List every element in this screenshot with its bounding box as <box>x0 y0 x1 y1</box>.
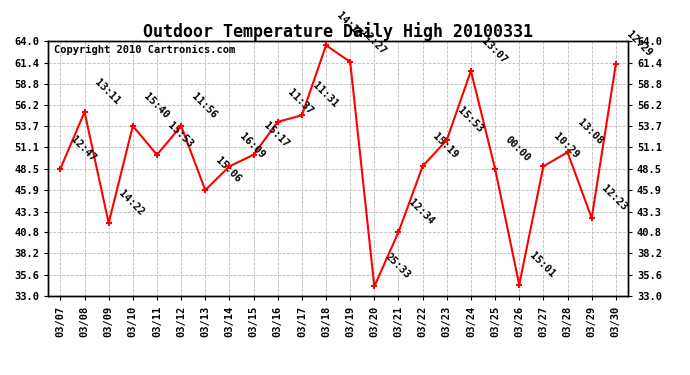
Text: Copyright 2010 Cartronics.com: Copyright 2010 Cartronics.com <box>54 45 235 55</box>
Text: 14:16: 14:16 <box>335 10 364 40</box>
Text: 15:53: 15:53 <box>166 120 195 149</box>
Text: 16:09: 16:09 <box>238 132 267 161</box>
Text: 15:01: 15:01 <box>528 250 557 279</box>
Text: 15:53: 15:53 <box>455 105 484 134</box>
Text: 11:31: 11:31 <box>310 81 339 110</box>
Text: 10:29: 10:29 <box>552 132 581 161</box>
Text: 13:07: 13:07 <box>480 36 509 65</box>
Text: 00:00: 00:00 <box>504 134 533 163</box>
Text: 15:06: 15:06 <box>214 155 243 184</box>
Text: 15:19: 15:19 <box>431 132 460 161</box>
Text: 12:34: 12:34 <box>407 197 436 226</box>
Text: 14:22: 14:22 <box>117 188 146 218</box>
Text: 12:27: 12:27 <box>359 27 388 56</box>
Text: 13:11: 13:11 <box>93 77 122 106</box>
Text: 15:40: 15:40 <box>141 91 170 120</box>
Text: 11:56: 11:56 <box>190 91 219 120</box>
Text: 12:29: 12:29 <box>624 30 653 59</box>
Text: 13:08: 13:08 <box>576 118 605 147</box>
Title: Outdoor Temperature Daily High 20100331: Outdoor Temperature Daily High 20100331 <box>143 22 533 41</box>
Text: 15:17: 15:17 <box>262 120 291 149</box>
Text: 25:33: 25:33 <box>383 252 412 281</box>
Text: 12:23: 12:23 <box>600 183 629 213</box>
Text: 11:37: 11:37 <box>286 87 315 116</box>
Text: 12:47: 12:47 <box>69 134 98 163</box>
